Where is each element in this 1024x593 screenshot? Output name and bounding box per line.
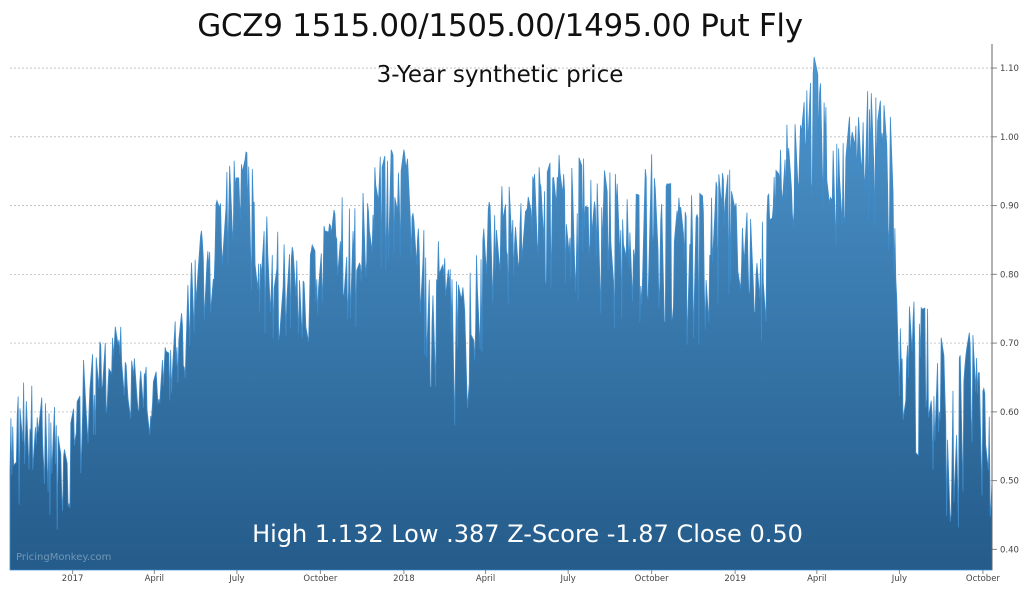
axes: 0.40 0.50 0.60 0.70 0.80 0.90 1.00 1.10 2017 Apri… — [62, 44, 1019, 584]
chart-title: GCZ9 1515.00/1505.00/1495.00 Put Fly — [197, 8, 803, 44]
chart-subtitle: 3-Year synthetic price — [376, 62, 624, 88]
watermark-logo: PricingMonkey.com — [16, 552, 112, 563]
x-tick-label: 2017 — [62, 574, 84, 584]
stats-annotation: High 1.132 Low .387 Z-Score -1.87 Close … — [252, 520, 803, 548]
x-tick-label: 2019 — [724, 574, 746, 584]
x-tick-label: July — [891, 574, 907, 584]
y-tick-label: 1.10 — [1000, 64, 1019, 74]
y-tick-label: 0.80 — [1000, 270, 1019, 280]
x-tick-label: October — [966, 574, 1001, 584]
price-area-series — [9, 56, 993, 571]
x-tick-label: 2018 — [393, 574, 415, 584]
x-tick-label: October — [303, 574, 338, 584]
x-tick-label: April — [807, 574, 826, 584]
y-tick-label: 0.90 — [1000, 202, 1019, 212]
x-tick-label: July — [228, 574, 244, 584]
x-tick-label: April — [476, 574, 495, 584]
y-tick-label: 1.00 — [1000, 133, 1019, 143]
x-tick-label: July — [560, 574, 576, 584]
y-tick-label: 0.40 — [1000, 545, 1019, 555]
y-tick-label: 0.70 — [1000, 339, 1019, 349]
x-tick-label: October — [635, 574, 670, 584]
y-tick-label: 0.50 — [1000, 477, 1019, 487]
x-tick-label: April — [145, 574, 164, 584]
y-tick-label: 0.60 — [1000, 408, 1019, 418]
price-area — [9, 56, 993, 571]
